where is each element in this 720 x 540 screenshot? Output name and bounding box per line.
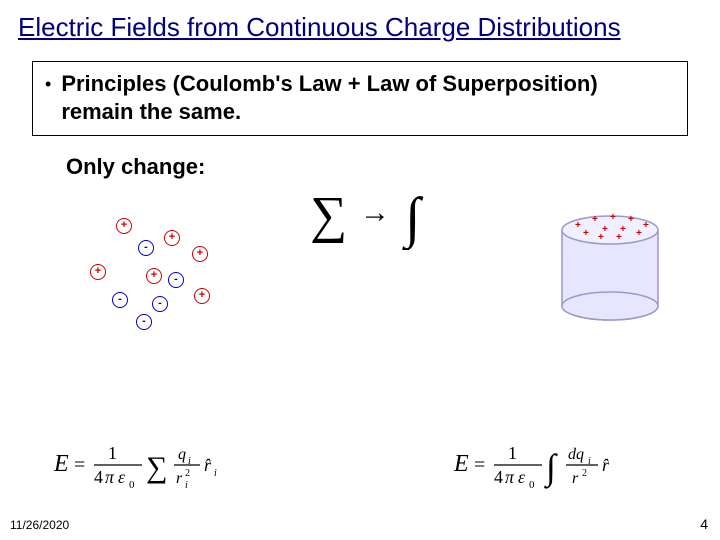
negative-charge-icon: - <box>168 272 184 288</box>
positive-charge-icon: + <box>583 228 589 239</box>
svg-text:i: i <box>185 480 188 491</box>
slide-title: Electric Fields from Continuous Charge D… <box>0 0 720 49</box>
principle-bullet-row: • Principles (Coulomb's Law + Law of Sup… <box>45 70 675 125</box>
positive-charge-icon: + <box>598 232 604 243</box>
svg-text:r: r <box>572 470 579 487</box>
svg-text:4: 4 <box>94 467 103 487</box>
svg-text:π: π <box>505 467 515 487</box>
diagram-row: +-++++---+- ∑ → ∫ +++++++++++ <box>0 190 720 350</box>
cylinder-diagram: +++++++++++ <box>550 210 670 330</box>
svg-text:r̂: r̂ <box>602 455 610 475</box>
svg-text:2: 2 <box>582 468 587 479</box>
arrow-glyph: → <box>360 196 390 229</box>
negative-charge-icon: - <box>138 240 154 256</box>
positive-charge-icon: + <box>90 264 106 280</box>
svg-text:ε: ε <box>118 467 126 487</box>
svg-text:dq: dq <box>568 446 584 463</box>
positive-charge-icon: + <box>636 228 642 239</box>
positive-charge-icon: + <box>194 288 210 304</box>
positive-charge-icon: + <box>610 212 616 223</box>
only-change-label: Only change: <box>66 154 720 180</box>
principle-text: Principles (Coulomb's Law + Law of Super… <box>61 70 675 125</box>
positive-charge-icon: + <box>643 220 649 231</box>
positive-charge-icon: + <box>116 218 132 234</box>
svg-text:r̂: r̂ <box>204 455 212 475</box>
negative-charge-icon: - <box>112 292 128 308</box>
principle-box: • Principles (Coulomb's Law + Law of Sup… <box>32 61 688 136</box>
svg-text:4: 4 <box>494 467 503 487</box>
svg-text:0: 0 <box>529 479 535 491</box>
svg-text:∑: ∑ <box>146 451 167 484</box>
discrete-charges-diagram: +-++++---+- <box>80 210 240 350</box>
positive-charge-icon: + <box>592 214 598 225</box>
svg-text:i: i <box>214 468 217 479</box>
footer-date: 11/26/2020 <box>10 518 69 532</box>
svg-text:∫: ∫ <box>544 447 558 489</box>
positive-charge-icon: + <box>628 214 634 225</box>
svg-text:E: E <box>53 451 69 477</box>
svg-text:ε: ε <box>518 467 526 487</box>
svg-text:0: 0 <box>129 479 135 491</box>
svg-text:r: r <box>176 470 183 487</box>
sigma-glyph: ∑ <box>310 187 347 244</box>
footer-page-number: 4 <box>700 516 708 532</box>
svg-text:=: = <box>74 454 85 476</box>
negative-charge-icon: - <box>152 296 168 312</box>
integral-glyph: ∫ <box>402 187 424 250</box>
positive-charge-icon: + <box>192 246 208 262</box>
equation-discrete: E = 1 4 π ε 0 ∑ q i r 2 i r̂ i <box>50 433 270 502</box>
svg-text:π: π <box>105 467 115 487</box>
positive-charge-icon: + <box>146 268 162 284</box>
bullet-dot: • <box>45 74 51 95</box>
svg-text:1: 1 <box>508 443 517 463</box>
equation-continuous: E = 1 4 π ε 0 ∫ dq i r 2 r̂ <box>450 433 670 502</box>
sum-to-integral-diagram: ∑ → ∫ <box>270 180 470 250</box>
svg-text:2: 2 <box>185 468 190 479</box>
positive-charge-icon: + <box>616 232 622 243</box>
svg-text:1: 1 <box>108 443 117 463</box>
negative-charge-icon: - <box>136 314 152 330</box>
svg-text:=: = <box>474 454 485 476</box>
positive-charge-icon: + <box>575 220 581 231</box>
positive-charge-icon: + <box>164 230 180 246</box>
svg-text:E: E <box>453 451 469 477</box>
cylinder-bottom <box>562 292 658 320</box>
equations-row: E = 1 4 π ε 0 ∑ q i r 2 i r̂ i E <box>0 433 720 502</box>
svg-text:q: q <box>178 446 186 463</box>
